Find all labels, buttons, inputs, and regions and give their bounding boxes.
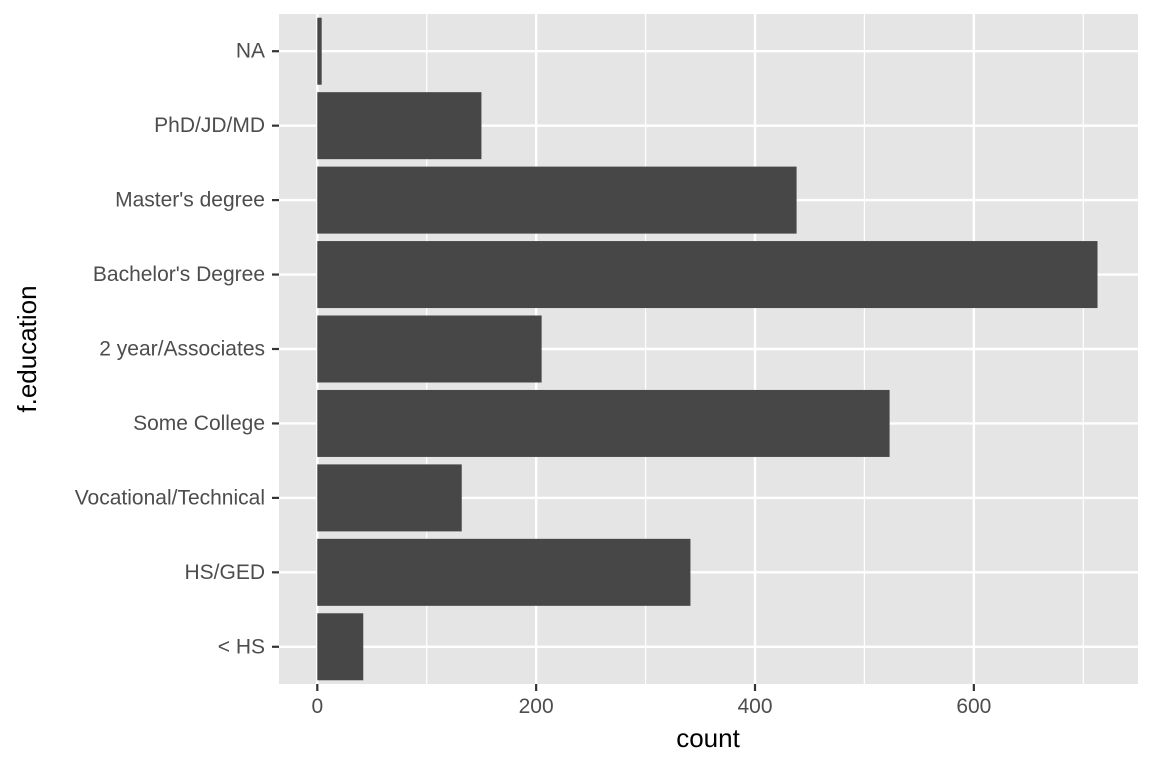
y-tick-label: PhD/JD/MD xyxy=(154,114,265,137)
bar xyxy=(317,538,691,606)
y-tick-label: Some College xyxy=(133,412,265,435)
x-tick-label: 200 xyxy=(519,695,554,718)
bar xyxy=(317,17,322,85)
y-tick-label: Vocational/Technical xyxy=(75,486,265,509)
bar xyxy=(317,389,890,457)
bar xyxy=(317,241,1098,309)
x-tick-label: 0 xyxy=(311,695,323,718)
y-tick-label: 2 year/Associates xyxy=(99,338,265,361)
bar xyxy=(317,166,797,234)
bars xyxy=(317,17,1098,681)
bar xyxy=(317,464,462,532)
x-tick-label: 600 xyxy=(956,695,991,718)
x-tick-label: 400 xyxy=(737,695,772,718)
bar xyxy=(317,613,364,681)
y-tick-label: NA xyxy=(236,40,265,63)
bar xyxy=(317,92,482,160)
y-tick-label: Master's degree xyxy=(115,189,265,212)
x-axis: 0 200 400 600 xyxy=(311,684,991,718)
y-axis-title: f.education xyxy=(12,285,42,412)
y-tick-label: HS/GED xyxy=(184,561,265,584)
y-tick-label: < HS xyxy=(218,635,265,658)
y-axis: < HS HS/GED Vocational/Technical Some Colle… xyxy=(75,40,279,658)
x-axis-title: count xyxy=(676,723,740,753)
bar xyxy=(317,315,542,383)
y-tick-label: Bachelor's Degree xyxy=(93,263,265,286)
